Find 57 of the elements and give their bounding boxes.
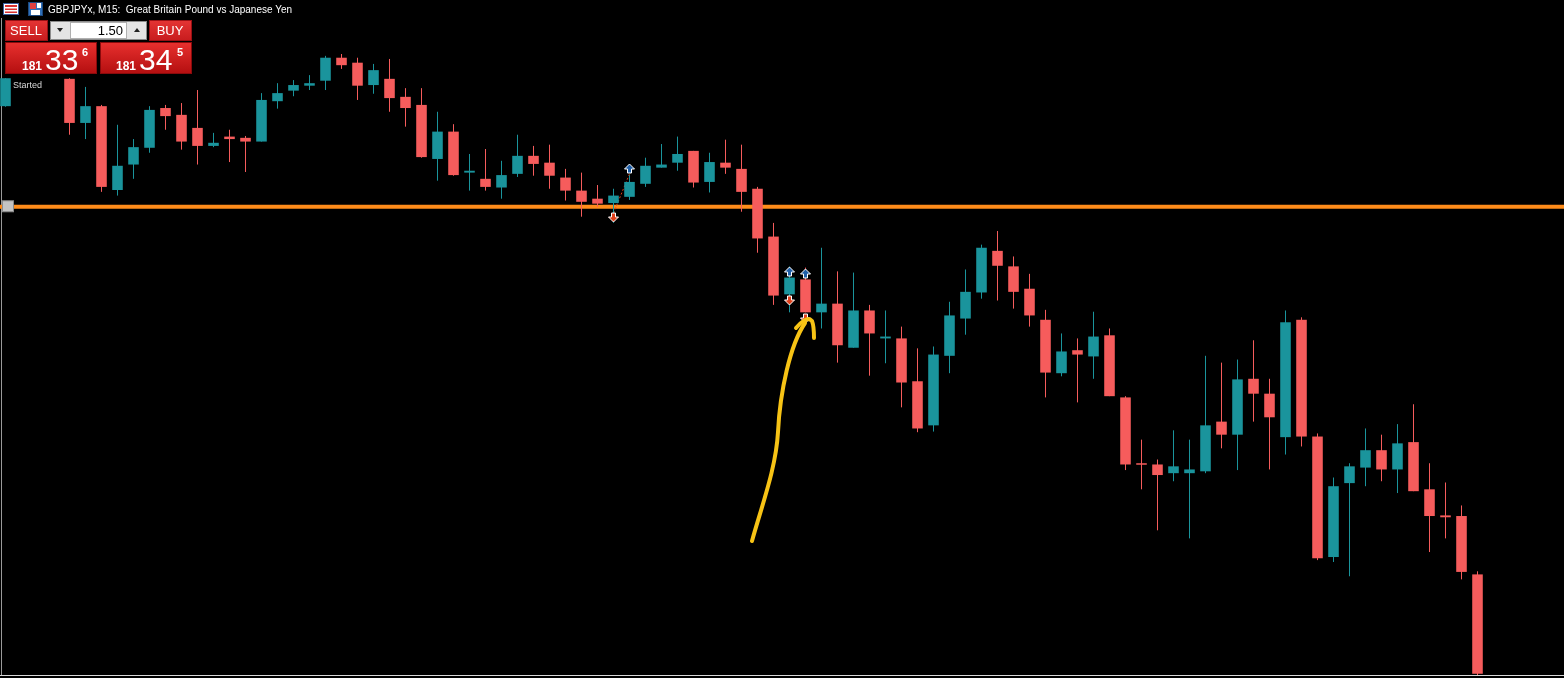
candlestick <box>464 153 475 192</box>
candlestick <box>544 144 555 190</box>
candlestick <box>1440 481 1451 539</box>
candlestick <box>528 145 539 177</box>
candlestick <box>640 157 651 188</box>
candlestick <box>272 82 283 110</box>
candlestick <box>1152 459 1163 531</box>
candlestick <box>1248 339 1259 423</box>
text: BUY <box>156 23 184 38</box>
candlestick <box>1184 439 1195 539</box>
candlestick <box>80 86 91 140</box>
candlestick <box>496 160 507 200</box>
text: 1.50 <box>97 23 123 38</box>
annotation: 5 <box>177 46 184 58</box>
candlestick <box>1376 434 1387 482</box>
candlestick <box>992 230 1003 302</box>
candlestick <box>704 152 715 193</box>
candlestick <box>1216 362 1227 449</box>
candlestick <box>672 136 683 172</box>
annotation: 181 <box>116 59 137 73</box>
annotation: 181 <box>22 59 43 73</box>
candlestick <box>560 168 571 202</box>
candlestick <box>1344 462 1355 577</box>
candlestick <box>1088 311 1099 380</box>
candlestick <box>736 144 747 213</box>
candlestick <box>240 135 251 173</box>
candlestick <box>160 104 171 131</box>
annotation: 6 <box>82 46 89 58</box>
candlestick <box>1072 337 1083 403</box>
candlestick <box>1056 332 1067 377</box>
annotation: Started <box>13 80 43 90</box>
candlestick <box>608 188 619 224</box>
candlestick <box>320 55 331 91</box>
candlestick <box>576 172 587 218</box>
annotation: 33 <box>45 43 79 76</box>
annotation: 34 <box>139 43 173 76</box>
candlestick <box>624 174 635 201</box>
text: SELL <box>10 23 42 38</box>
candlestick <box>400 87 411 128</box>
candlestick <box>352 57 363 101</box>
candlestick <box>1168 429 1179 482</box>
candlestick <box>480 148 491 192</box>
candlestick <box>816 247 827 329</box>
candlestick <box>1136 439 1147 490</box>
candlestick <box>368 63 379 95</box>
candlestick <box>864 304 875 377</box>
candlestick <box>1264 378 1275 470</box>
candlestick <box>656 143 667 169</box>
candlestick <box>128 138 139 180</box>
candlestick <box>720 139 731 175</box>
candlestick <box>1360 427 1371 487</box>
chart-title: GBPJPYx, M15: Great Britain Pound vs Japanese Yen <box>48 4 293 15</box>
candlestick <box>512 134 523 178</box>
candlestick <box>592 184 603 208</box>
candlestick <box>384 58 395 113</box>
candlestick <box>192 89 203 166</box>
candlestick <box>784 265 795 313</box>
